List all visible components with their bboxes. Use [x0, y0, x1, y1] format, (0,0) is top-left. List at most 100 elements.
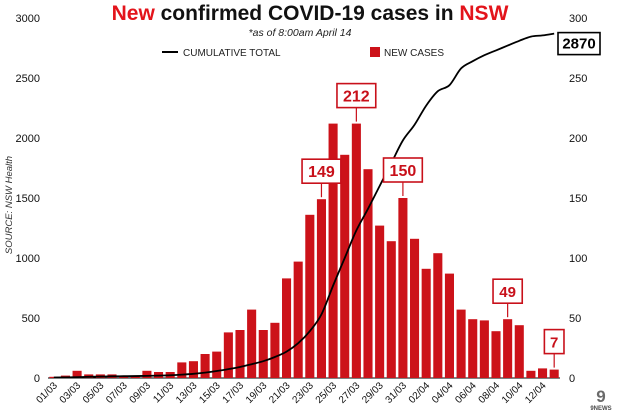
annotation-box	[301, 158, 342, 184]
right-axis-tick-label: 0	[569, 373, 575, 385]
x-axis-tick-label: 09/03	[128, 380, 154, 406]
bar-new-cases	[282, 278, 292, 378]
annotation-label: 49	[499, 284, 516, 301]
right-axis-tick-label: 250	[569, 73, 587, 85]
annotation-box	[336, 82, 377, 109]
right-axis-tick-label: 300	[569, 13, 587, 25]
bar-new-cases	[398, 198, 408, 378]
nine-logo-icon: 9	[596, 387, 605, 406]
bar-new-cases	[386, 241, 396, 378]
bar-new-cases	[351, 123, 361, 378]
bar-new-cases	[177, 362, 187, 378]
annotation-box	[492, 278, 524, 305]
right-axis-tick-label: 200	[569, 133, 587, 145]
bar-new-cases	[538, 368, 548, 378]
bar-new-cases	[212, 351, 222, 378]
annotation-label: 150	[390, 163, 417, 180]
cumulative-line-group: 2870	[53, 31, 601, 379]
bar-new-cases	[72, 370, 82, 378]
x-axis-tick-label: 25/03	[314, 380, 340, 406]
bar-new-cases	[258, 330, 268, 378]
bar-new-cases	[491, 331, 501, 378]
x-axis-tick-label: 02/04	[407, 380, 433, 406]
bar-new-cases	[444, 273, 454, 378]
x-axis-tick-label: 03/03	[58, 380, 84, 406]
bar-new-cases	[526, 370, 536, 378]
x-axis-tick-label: 04/04	[430, 380, 456, 406]
bar-new-cases	[293, 261, 303, 378]
x-axis-tick-label: 13/03	[174, 380, 200, 406]
bar-new-cases	[479, 320, 489, 378]
annotation-box	[382, 157, 424, 183]
x-axis-tick-label: 21/03	[267, 380, 293, 406]
annotation-label: 7	[550, 335, 558, 352]
x-axis-tick-label: 17/03	[221, 380, 247, 406]
annotations: 149 212 150 49 7	[301, 82, 565, 368]
left-axis-tick-label: 1000	[16, 253, 40, 265]
bar-new-cases	[410, 238, 420, 378]
left-axis-tick-label: 2500	[16, 73, 40, 85]
source-label: SOURCE: NSW Health	[4, 156, 15, 254]
bar-new-cases	[456, 309, 466, 378]
legend-bar-swatch	[370, 47, 380, 57]
bar-new-cases	[223, 332, 233, 378]
x-axis-tick-label: 08/04	[477, 380, 503, 406]
left-axis-tick-label: 2000	[16, 133, 40, 145]
nine-logo-label: 9NEWS	[590, 406, 611, 412]
bar-new-cases	[514, 325, 524, 378]
bar-new-cases	[188, 361, 198, 378]
x-axis-tick-label: 15/03	[197, 380, 223, 406]
bar-new-cases	[503, 319, 513, 378]
bar-new-cases	[200, 354, 210, 378]
annotation-label: 149	[308, 164, 335, 181]
bar-new-cases	[363, 169, 373, 378]
legend: CUMULATIVE TOTAL NEW CASES	[162, 47, 444, 59]
annotation-label: 212	[343, 89, 370, 106]
left-axis-tick-label: 1500	[16, 193, 40, 205]
x-axis-tick-label: 11/03	[151, 380, 176, 405]
right-axis-tick-label: 50	[569, 313, 581, 325]
x-axis-tick-label: 05/03	[81, 380, 107, 406]
bar-new-cases	[316, 199, 326, 378]
left-axis-tick-label: 500	[22, 313, 40, 325]
x-axis-tick-label: 19/03	[244, 380, 270, 406]
left-axis-tick-label: 3000	[16, 13, 40, 25]
total-label-box	[557, 31, 601, 56]
legend-line-label: CUMULATIVE TOTAL	[183, 48, 281, 59]
x-axis-tick-label: 23/03	[290, 380, 316, 406]
bar-new-cases	[433, 253, 443, 378]
bars	[49, 123, 559, 378]
x-axis-tick-label: 29/03	[360, 380, 386, 406]
x-axis-tick-label: 10/04	[500, 380, 526, 406]
title-text: confirmed COVID-19 cases in	[155, 2, 460, 25]
left-axis-tick-label: 0	[34, 373, 40, 385]
cumulative-line	[53, 32, 555, 379]
x-axis-tick-label: 07/03	[104, 380, 130, 406]
bar-new-cases	[421, 268, 431, 378]
bar-new-cases	[247, 309, 257, 378]
nine-news-logo: 9 9NEWS	[590, 387, 611, 412]
bar-new-cases	[142, 370, 152, 378]
chart-title: New confirmed COVID-19 cases in NSW	[112, 2, 509, 25]
bar-new-cases	[270, 322, 280, 378]
title-highlight-nsw: NSW	[459, 2, 508, 25]
bar-new-cases	[375, 225, 385, 378]
title-highlight-new: New	[112, 2, 156, 25]
bar-new-cases	[235, 330, 245, 378]
right-axis-tick-label: 100	[569, 253, 587, 265]
chart-subtitle: *as of 8:00am April 14	[249, 27, 352, 39]
bar-new-cases	[305, 214, 315, 378]
bar-new-cases	[340, 154, 350, 378]
right-axis-tick-label: 150	[569, 193, 587, 205]
bar-new-cases	[468, 319, 478, 378]
bar-new-cases	[328, 123, 338, 378]
x-axis-tick-label: 31/03	[384, 380, 410, 406]
bar-new-cases	[549, 369, 559, 378]
x-axis-tick-label: 27/03	[337, 380, 363, 406]
annotation-box	[543, 328, 565, 355]
x-axis-tick-label: 06/04	[453, 380, 479, 406]
legend-bar-label: NEW CASES	[384, 48, 444, 59]
total-label: 2870	[562, 36, 595, 53]
x-axis-tick-label: 12/04	[523, 380, 549, 406]
